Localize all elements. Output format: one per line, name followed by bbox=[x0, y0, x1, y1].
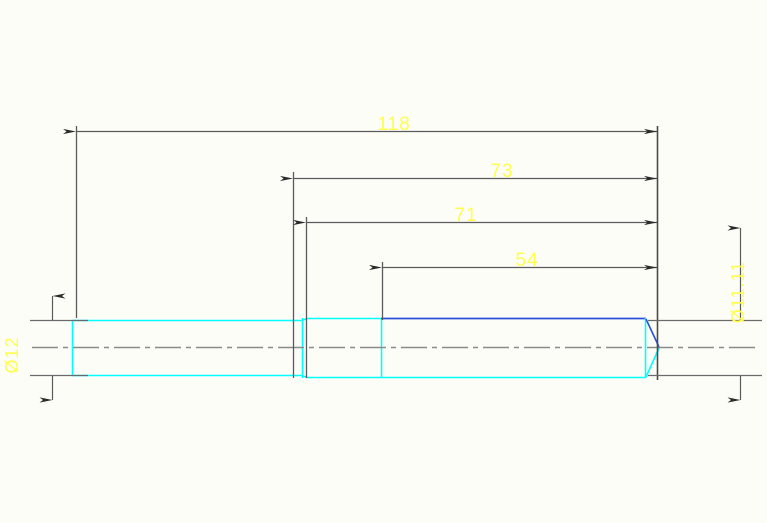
shaft-section-right bbox=[381, 317, 646, 379]
dimension-label-diameter-right: Ø11.11 bbox=[728, 261, 748, 323]
dimension-71[interactable]: 71 bbox=[293, 205, 657, 378]
dimension-label-73: 73 bbox=[490, 161, 513, 182]
dimension-label-118: 118 bbox=[377, 114, 410, 135]
dimension-label-diameter-left: Ø12 bbox=[2, 336, 22, 373]
shaft-section-left bbox=[71, 319, 302, 377]
dimension-118[interactable]: 118 bbox=[63, 114, 657, 318]
dimension-label-71: 71 bbox=[454, 205, 477, 226]
dimension-label-54: 54 bbox=[515, 250, 538, 271]
dimension-diameter-left[interactable]: Ø12 bbox=[2, 293, 88, 403]
dimension-54[interactable]: 54 bbox=[369, 250, 657, 320]
part-geometry bbox=[32, 317, 760, 379]
dimension-diameter-right[interactable]: Ø11.11 bbox=[648, 225, 762, 403]
dimension-73[interactable]: 73 bbox=[280, 161, 657, 378]
shaft-section-middle bbox=[307, 317, 381, 379]
